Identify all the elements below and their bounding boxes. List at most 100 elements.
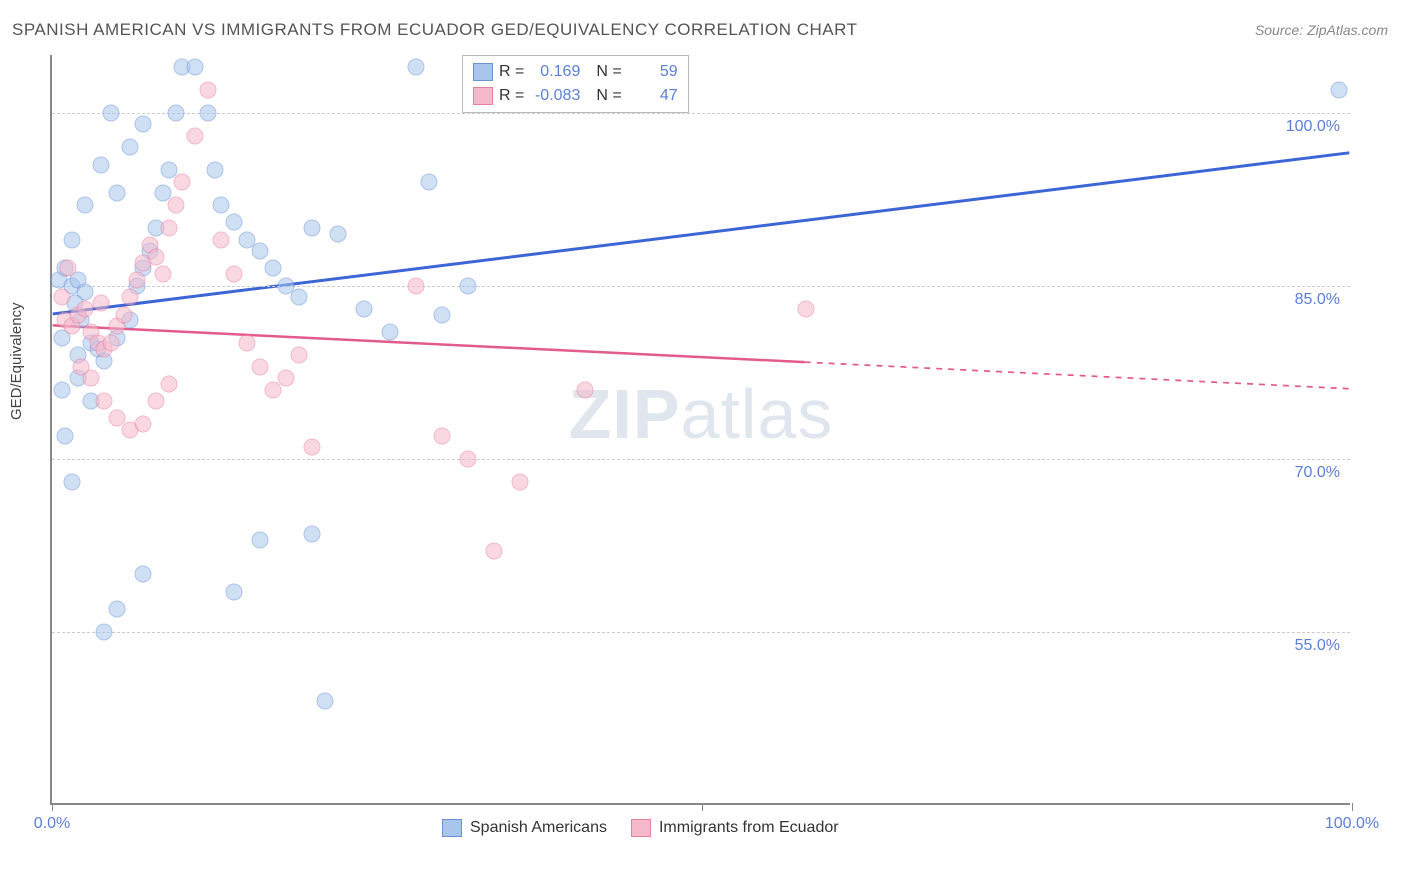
data-point [206, 162, 223, 179]
data-point [96, 393, 113, 410]
y-tick-label: 70.0% [1295, 464, 1340, 482]
legend-item: Spanish Americans [442, 819, 607, 837]
data-point [304, 439, 321, 456]
data-point [213, 231, 230, 248]
data-point [278, 370, 295, 387]
data-point [93, 156, 110, 173]
chart-container: SPANISH AMERICAN VS IMMIGRANTS FROM ECUA… [0, 0, 1406, 892]
source-label: Source: ZipAtlas.com [1255, 22, 1388, 38]
data-point [109, 600, 126, 617]
n-value: 59 [628, 63, 678, 81]
data-point [226, 214, 243, 231]
trend-line-dashed [805, 362, 1350, 389]
data-point [200, 81, 217, 98]
data-point [252, 531, 269, 548]
data-point [304, 525, 321, 542]
data-point [135, 566, 152, 583]
data-point [96, 623, 113, 640]
y-tick-label: 100.0% [1286, 118, 1340, 136]
data-point [226, 266, 243, 283]
legend-swatch [442, 819, 462, 837]
data-point [187, 58, 204, 75]
data-point [304, 220, 321, 237]
x-tick [52, 803, 53, 811]
data-point [148, 248, 165, 265]
data-point [200, 104, 217, 121]
y-axis-label: GED/Equivalency [8, 302, 25, 420]
data-point [59, 260, 76, 277]
data-point [239, 335, 256, 352]
data-point [382, 323, 399, 340]
n-value: 47 [628, 87, 678, 105]
data-point [408, 58, 425, 75]
gridline [52, 632, 1350, 633]
data-point [421, 173, 438, 190]
data-point [512, 473, 529, 490]
data-point [54, 289, 71, 306]
watermark-atlas: atlas [681, 375, 834, 453]
r-value: -0.083 [530, 87, 580, 105]
legend-stats-row: R = -0.083 N = 47 [473, 84, 678, 108]
x-tick-label: 0.0% [34, 815, 70, 833]
data-point [76, 300, 93, 317]
data-point [167, 197, 184, 214]
data-point [330, 225, 347, 242]
data-point [63, 473, 80, 490]
legend-stats-row: R = 0.169 N = 59 [473, 60, 678, 84]
data-point [265, 260, 282, 277]
data-point [252, 243, 269, 260]
data-point [460, 277, 477, 294]
data-point [252, 358, 269, 375]
data-point [148, 393, 165, 410]
data-point [122, 139, 139, 156]
data-point [72, 358, 89, 375]
legend-swatch [631, 819, 651, 837]
chart-title: SPANISH AMERICAN VS IMMIGRANTS FROM ECUA… [12, 20, 858, 40]
data-point [122, 289, 139, 306]
gridline [52, 113, 1350, 114]
x-tick [702, 803, 703, 811]
data-point [135, 416, 152, 433]
data-point [291, 289, 308, 306]
data-point [102, 335, 119, 352]
data-point [1331, 81, 1348, 98]
data-point [291, 347, 308, 364]
data-point [115, 306, 132, 323]
data-point [128, 272, 145, 289]
data-point [356, 300, 373, 317]
x-tick [1352, 803, 1353, 811]
data-point [226, 583, 243, 600]
legend-swatch [473, 63, 493, 81]
gridline [52, 459, 1350, 460]
data-point [460, 450, 477, 467]
data-point [93, 295, 110, 312]
data-point [109, 185, 126, 202]
data-point [798, 300, 815, 317]
data-point [161, 375, 178, 392]
legend-item: Immigrants from Ecuador [631, 819, 839, 837]
data-point [154, 266, 171, 283]
legend-stats-box: R = 0.169 N = 59 R = -0.083 N = 47 [462, 55, 689, 113]
data-point [76, 197, 93, 214]
r-value: 0.169 [530, 63, 580, 81]
data-point [317, 693, 334, 710]
data-point [174, 173, 191, 190]
n-label: N = [596, 63, 621, 81]
data-point [102, 104, 119, 121]
data-point [408, 277, 425, 294]
y-tick-label: 55.0% [1295, 637, 1340, 655]
r-label: R = [499, 87, 524, 105]
data-point [434, 427, 451, 444]
legend-swatch [473, 87, 493, 105]
gridline [52, 286, 1350, 287]
x-tick-label: 100.0% [1325, 815, 1379, 833]
n-label: N = [596, 87, 621, 105]
y-tick-label: 85.0% [1295, 291, 1340, 309]
plot-area: ZIPatlas R =0.169N =59R =-0.083N =47 Spa… [50, 55, 1350, 805]
trend-line [53, 325, 805, 362]
data-point [161, 220, 178, 237]
r-label: R = [499, 63, 524, 81]
data-point [577, 381, 594, 398]
legend-label: Spanish Americans [470, 819, 607, 837]
data-point [57, 427, 74, 444]
